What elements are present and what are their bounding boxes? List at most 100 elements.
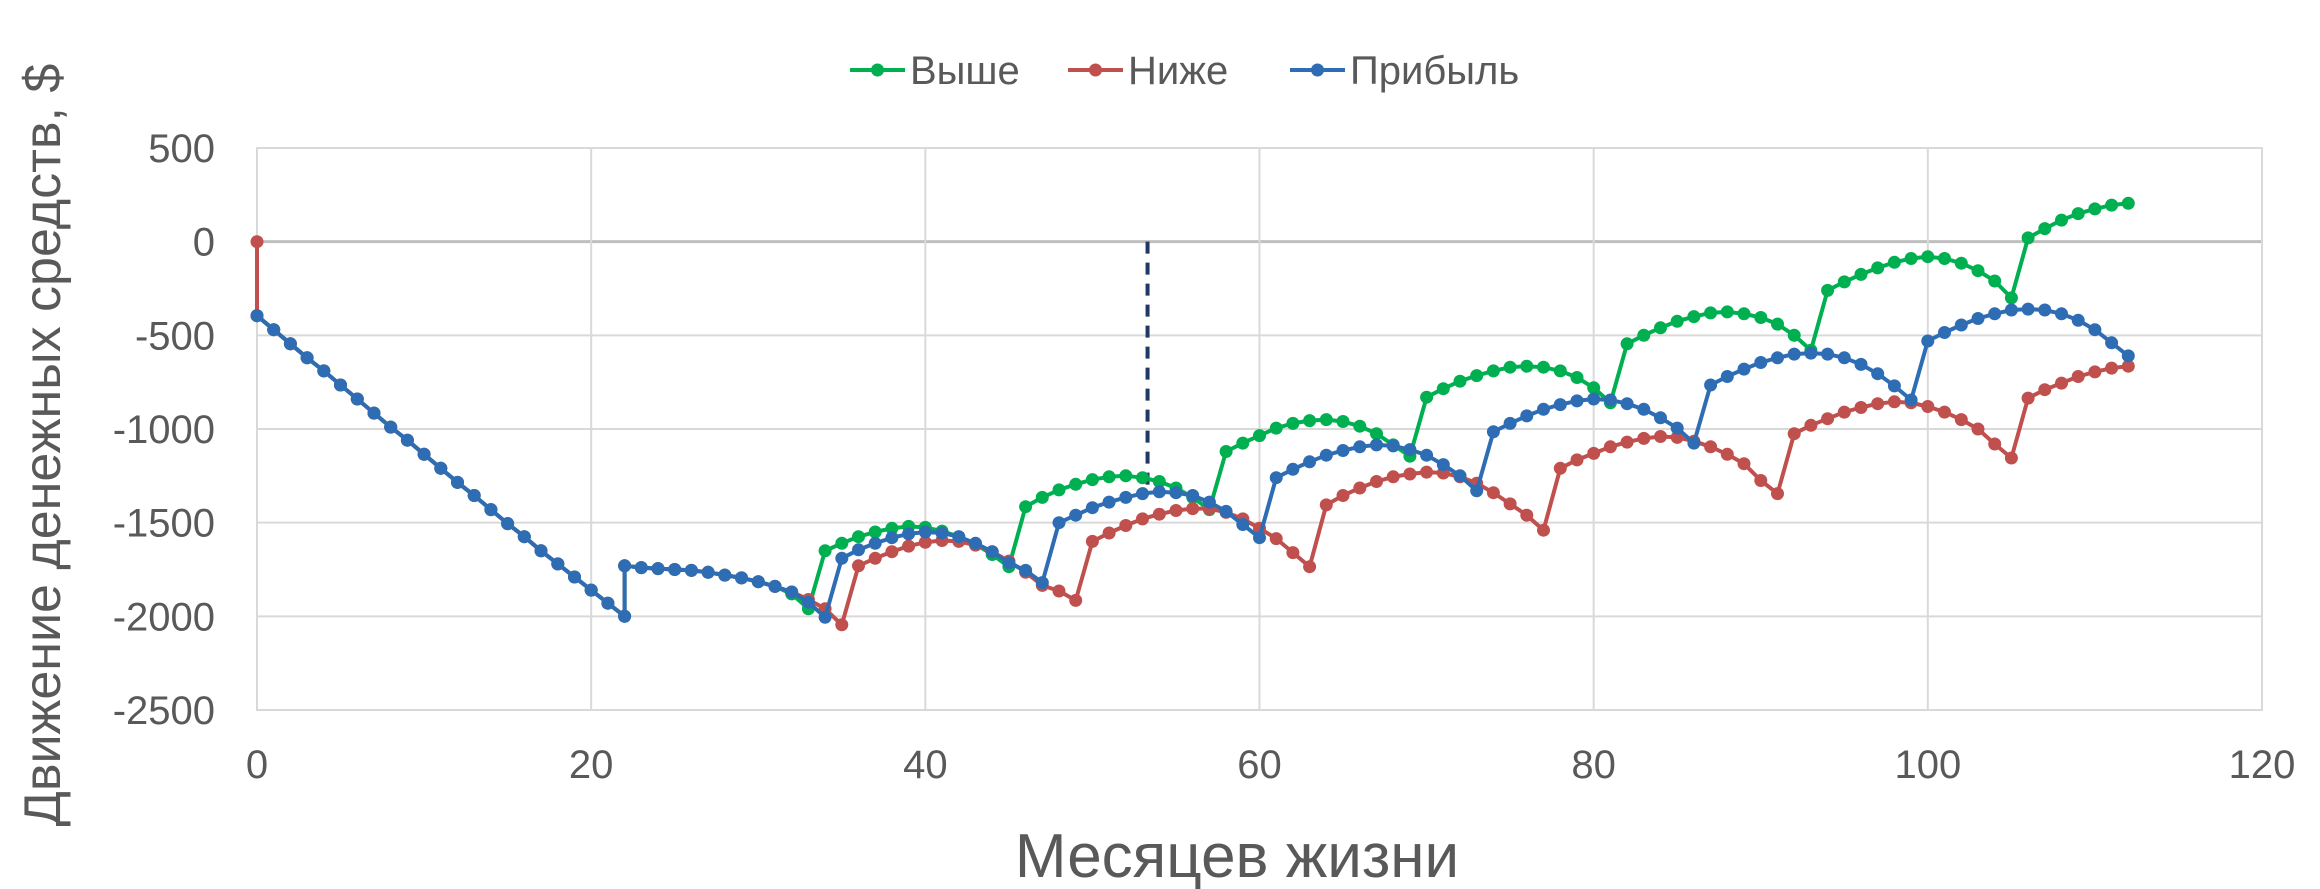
data-point — [885, 545, 898, 558]
data-point — [1654, 321, 1667, 334]
data-point — [1905, 394, 1918, 407]
data-point — [1086, 473, 1099, 486]
data-point — [1754, 311, 1767, 324]
data-point — [301, 351, 314, 364]
data-point — [1153, 508, 1166, 521]
data-point — [1738, 457, 1751, 470]
data-point — [1236, 518, 1249, 531]
data-point — [1053, 516, 1066, 529]
data-point — [1270, 422, 1283, 435]
data-point — [2088, 323, 2101, 336]
data-point — [1403, 443, 1416, 456]
legend-label: Ниже — [1128, 49, 1228, 93]
data-point — [551, 557, 564, 570]
data-point — [317, 364, 330, 377]
data-point — [1303, 560, 1316, 573]
data-point — [1136, 487, 1149, 500]
x-tick-label: 20 — [569, 743, 614, 787]
data-point — [1387, 470, 1400, 483]
data-point — [1303, 455, 1316, 468]
data-point — [1704, 306, 1717, 319]
data-point — [1888, 379, 1901, 392]
data-point — [434, 462, 447, 475]
data-point — [1236, 437, 1249, 450]
data-point — [1888, 256, 1901, 269]
y-tick-label: -2500 — [113, 689, 215, 733]
y-tick-label: -1000 — [113, 408, 215, 452]
data-point — [1821, 412, 1834, 425]
data-point — [2055, 307, 2068, 320]
data-point — [1838, 406, 1851, 419]
data-point — [1704, 440, 1717, 453]
data-point — [1721, 305, 1734, 318]
data-point — [1337, 444, 1350, 457]
data-point — [668, 563, 681, 576]
data-point — [618, 559, 631, 572]
data-point — [852, 559, 865, 572]
data-point — [1103, 470, 1116, 483]
data-point — [936, 527, 949, 540]
data-point — [902, 527, 915, 540]
data-point — [267, 323, 280, 336]
data-point — [2072, 207, 2085, 220]
data-point — [1086, 535, 1099, 548]
data-point — [2022, 231, 2035, 244]
data-point — [986, 545, 999, 558]
data-point — [2072, 314, 2085, 327]
data-point — [518, 530, 531, 543]
data-point — [2038, 304, 2051, 317]
data-point — [885, 531, 898, 544]
data-point — [1587, 381, 1600, 394]
data-point — [2122, 349, 2135, 362]
data-point — [1403, 468, 1416, 481]
data-point — [1170, 486, 1183, 499]
data-point — [1921, 335, 1934, 348]
data-point — [1286, 546, 1299, 559]
data-point — [1186, 489, 1199, 502]
data-point — [1921, 400, 1934, 413]
data-point — [1871, 261, 1884, 274]
data-point — [835, 618, 848, 631]
data-point — [1972, 312, 1985, 325]
data-point — [1420, 391, 1433, 404]
data-point — [1504, 361, 1517, 374]
data-point — [501, 517, 514, 530]
data-point — [1487, 364, 1500, 377]
data-point — [1353, 482, 1366, 495]
data-point — [1621, 337, 1634, 350]
y-tick-label: 500 — [148, 127, 215, 171]
data-point — [752, 575, 765, 588]
data-point — [1420, 466, 1433, 479]
data-point — [1721, 448, 1734, 461]
data-point — [835, 552, 848, 565]
data-point — [1069, 509, 1082, 522]
data-point — [869, 537, 882, 550]
data-point — [1370, 438, 1383, 451]
data-point — [1520, 409, 1533, 422]
data-point — [1687, 437, 1700, 450]
data-point — [1253, 429, 1266, 442]
data-point — [401, 434, 414, 447]
data-point — [1554, 364, 1567, 377]
data-point — [1470, 369, 1483, 382]
data-point — [451, 476, 464, 489]
data-point — [2105, 199, 2118, 212]
data-point — [2088, 365, 2101, 378]
data-point — [1754, 474, 1767, 487]
data-point — [1771, 318, 1784, 331]
data-point — [1487, 425, 1500, 438]
data-point — [601, 597, 614, 610]
data-point — [685, 564, 698, 577]
data-point — [1370, 475, 1383, 488]
data-point — [1637, 329, 1650, 342]
data-point — [2072, 370, 2085, 383]
data-point — [1855, 268, 1868, 281]
x-tick-label: 100 — [1894, 743, 1961, 787]
data-point — [1119, 491, 1132, 504]
data-point — [1353, 440, 1366, 453]
data-point — [1654, 411, 1667, 424]
data-point — [852, 543, 865, 556]
data-point — [1053, 483, 1066, 496]
data-point — [1838, 351, 1851, 364]
data-point — [1520, 360, 1533, 373]
